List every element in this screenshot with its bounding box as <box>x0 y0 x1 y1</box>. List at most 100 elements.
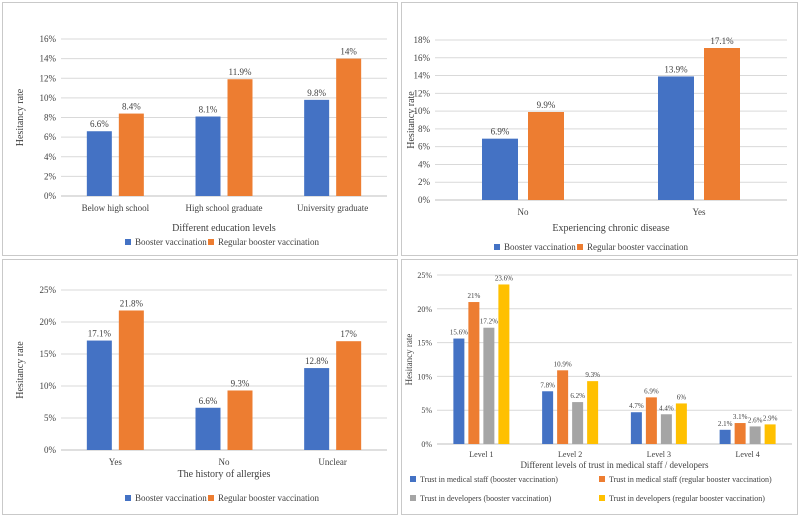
y-tick-label: 20% <box>40 317 57 327</box>
x-axis-title: Different levels of trust in medical sta… <box>520 460 709 470</box>
bar <box>572 402 584 444</box>
bar <box>587 381 599 444</box>
chart-allergy-history: 0% 5% 10% 15% 20% 25% Hesitancy rate 17.1% 21.8%… <box>15 285 387 503</box>
legend-label: Regular booster vaccination <box>218 493 319 503</box>
bar <box>227 390 253 450</box>
y-tick-label: 10% <box>40 93 57 103</box>
y-tick-label: 10% <box>414 106 431 116</box>
legend-label: Trust in developers (booster vaccination… <box>420 494 552 503</box>
legend-swatch <box>599 476 605 482</box>
legend-label: Trust in medical staff (regular booster … <box>609 475 772 484</box>
y-tick-label: 18% <box>414 35 431 45</box>
y-tick-label: 25% <box>417 271 432 280</box>
category-label: High school graduate <box>186 203 263 213</box>
y-tick-label: 0% <box>421 440 432 449</box>
data-label: 21% <box>467 292 480 300</box>
y-tick-label: 14% <box>414 71 431 81</box>
data-label: 9.3% <box>585 371 600 379</box>
legend-swatch <box>410 495 416 501</box>
legend-label: Trust in developers (regular booster vac… <box>609 494 765 503</box>
category-label: No <box>219 457 230 467</box>
data-label: 17.2% <box>480 318 498 326</box>
y-tick-label: 5% <box>44 413 57 423</box>
y-tick-label: 5% <box>421 406 432 415</box>
y-tick-label: 25% <box>40 285 57 295</box>
legend-swatch <box>125 495 131 501</box>
bar <box>734 423 746 444</box>
data-label: 8.4% <box>122 102 141 112</box>
chart-chronic-disease: 0% 2% 4% 6% 8% 10% 12% 14% 16% 18% Hesitancy rate 6… <box>406 35 787 252</box>
data-label: 6% <box>677 393 687 401</box>
y-tick-label: 2% <box>44 171 57 181</box>
bar <box>528 112 564 200</box>
data-label: 21.8% <box>120 298 144 308</box>
category-label: Level 2 <box>558 450 582 459</box>
data-label: 8.1% <box>199 105 218 115</box>
bar <box>675 403 687 444</box>
bar <box>86 340 112 450</box>
y-tick-label: 6% <box>418 142 431 152</box>
bar <box>195 407 221 450</box>
chart-panel-chronic-disease: 0% 2% 4% 6% 8% 10% 12% 14% 16% 18% Hesitancy rate 6… <box>401 2 798 256</box>
data-label: 9.8% <box>307 88 326 98</box>
legend-label: Booster vaccination <box>135 237 207 247</box>
bar <box>483 327 495 444</box>
y-tick-label: 10% <box>40 381 57 391</box>
category-label: Level 1 <box>469 450 493 459</box>
category-label: Level 4 <box>736 450 760 459</box>
legend-label: Booster vaccination <box>135 493 207 503</box>
category-label: Level 3 <box>647 450 671 459</box>
data-label: 6.2% <box>570 392 585 400</box>
data-label: 10.9% <box>554 360 572 368</box>
data-label: 9.9% <box>537 100 556 110</box>
legend-label: Regular booster vaccination <box>218 237 319 247</box>
x-axis-title: Experiencing chronic disease <box>552 223 670 234</box>
data-label: 17% <box>340 329 357 339</box>
y-tick-label: 4% <box>418 159 431 169</box>
data-label: 6.6% <box>90 119 109 129</box>
bar <box>660 414 672 444</box>
bar <box>118 310 144 450</box>
y-axis-title: Hesitancy rate <box>406 91 417 149</box>
data-label: 12.8% <box>305 356 329 366</box>
data-label: 17.1% <box>710 36 734 46</box>
y-tick-label: 0% <box>44 191 57 201</box>
data-label: 6.9% <box>644 387 659 395</box>
data-label: 2.9% <box>763 414 778 422</box>
bar <box>336 341 362 450</box>
y-tick-label: 20% <box>417 305 432 314</box>
chart-panel-education: 0% 2% 4% 6% 8% 10% 12% 14% 16% Hesitancy rate 6.6%… <box>2 2 398 256</box>
data-label: 4.7% <box>629 402 644 410</box>
y-tick-label: 8% <box>44 113 57 123</box>
y-axis-title: Hesitancy rate <box>15 88 26 146</box>
legend-swatch <box>208 239 214 245</box>
bar <box>468 302 480 444</box>
legend-swatch <box>577 244 583 250</box>
data-label: 4.4% <box>659 404 674 412</box>
data-label: 13.9% <box>664 64 688 74</box>
data-label: 6.6% <box>199 396 218 406</box>
legend-swatch <box>125 239 131 245</box>
y-tick-label: 14% <box>40 54 57 64</box>
y-tick-label: 8% <box>418 124 431 134</box>
y-tick-label: 12% <box>414 88 431 98</box>
y-tick-label: 0% <box>418 195 431 205</box>
chart-panel-allergies: 0% 5% 10% 15% 20% 25% Hesitancy rate 17.1% 21.8%… <box>2 259 398 515</box>
y-tick-label: 4% <box>44 152 57 162</box>
bar <box>195 116 221 196</box>
data-label: 7.8% <box>540 381 555 389</box>
bar <box>304 99 330 196</box>
chart-panel-trust: 0% 5% 10% 15% 20% 25% Hesitancy rate 15.6% 21% 17… <box>401 259 798 515</box>
legend-label: Regular booster vaccination <box>587 242 688 252</box>
y-tick-label: 16% <box>40 34 57 44</box>
category-label: Yes <box>692 207 706 217</box>
data-label: 11.9% <box>229 67 252 77</box>
data-label: 14% <box>340 47 357 57</box>
bar <box>482 138 518 200</box>
x-axis-title: The history of allergies <box>178 469 271 480</box>
bar <box>304 368 330 450</box>
bar <box>498 284 510 444</box>
y-axis-title: Hesitancy rate <box>404 334 414 386</box>
legend-swatch <box>208 495 214 501</box>
bar <box>453 338 465 444</box>
